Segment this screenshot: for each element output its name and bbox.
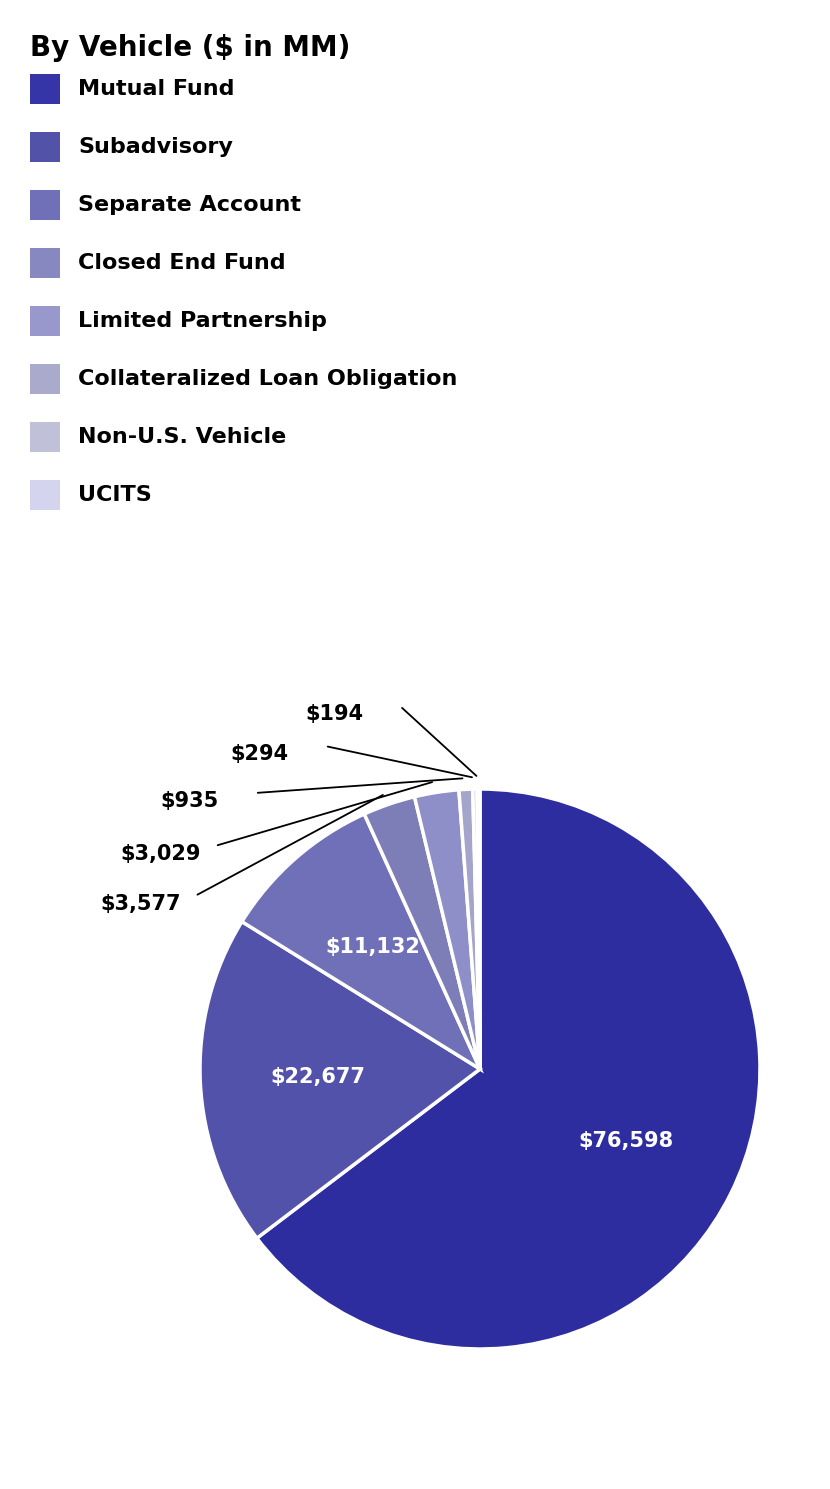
Wedge shape [257,789,760,1349]
Text: $3,029: $3,029 [120,844,201,864]
FancyBboxPatch shape [30,363,60,395]
Text: Non-U.S. Vehicle: Non-U.S. Vehicle [78,427,286,447]
Wedge shape [200,922,480,1239]
Wedge shape [414,789,480,1069]
Text: Limited Partnership: Limited Partnership [78,311,327,331]
FancyBboxPatch shape [30,421,60,453]
Text: Closed End Fund: Closed End Fund [78,253,286,272]
Wedge shape [242,814,480,1069]
FancyBboxPatch shape [30,307,60,337]
FancyBboxPatch shape [30,191,60,220]
Wedge shape [364,797,480,1069]
FancyBboxPatch shape [30,479,60,511]
Text: Separate Account: Separate Account [78,195,301,214]
FancyBboxPatch shape [30,249,60,278]
Text: $3,577: $3,577 [100,893,180,914]
FancyBboxPatch shape [30,74,60,104]
Text: UCITS: UCITS [78,485,152,505]
Text: Subadvisory: Subadvisory [78,137,233,156]
Text: $294: $294 [230,744,288,764]
Text: Collateralized Loan Obligation: Collateralized Loan Obligation [78,369,457,389]
Text: $22,677: $22,677 [271,1066,365,1087]
Text: $194: $194 [305,704,364,724]
Text: By Vehicle ($ in MM): By Vehicle ($ in MM) [30,34,350,63]
Wedge shape [473,789,480,1069]
Text: Mutual Fund: Mutual Fund [78,79,235,98]
FancyBboxPatch shape [30,133,60,162]
Wedge shape [459,789,480,1069]
Text: $76,598: $76,598 [578,1132,673,1151]
Text: $935: $935 [160,791,218,812]
Wedge shape [477,789,480,1069]
Text: $11,132: $11,132 [325,937,420,957]
